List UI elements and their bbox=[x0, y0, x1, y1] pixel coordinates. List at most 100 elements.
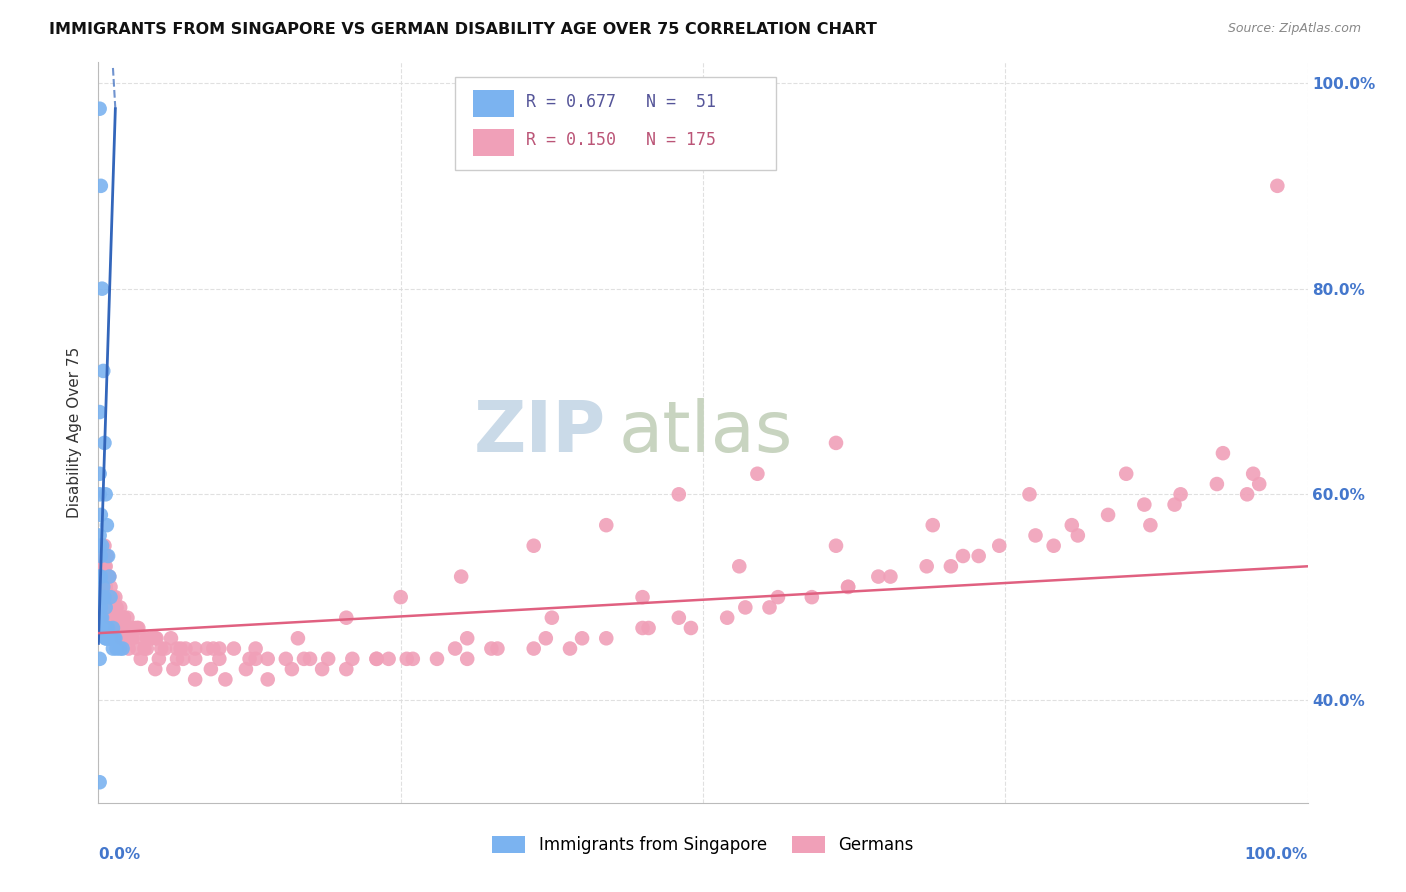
Point bbox=[91, 621, 114, 635]
Point bbox=[377, 652, 399, 666]
Point bbox=[571, 632, 593, 646]
Point bbox=[637, 621, 659, 635]
Point bbox=[105, 641, 128, 656]
Point bbox=[91, 569, 114, 583]
Text: atlas: atlas bbox=[619, 398, 793, 467]
Point bbox=[100, 611, 122, 625]
Point bbox=[342, 652, 364, 666]
Point bbox=[127, 621, 149, 635]
Point bbox=[287, 632, 309, 646]
Point bbox=[89, 539, 111, 553]
Point bbox=[166, 652, 188, 666]
Point bbox=[91, 364, 114, 378]
Point bbox=[101, 621, 124, 635]
Point bbox=[100, 600, 122, 615]
Point bbox=[135, 632, 157, 646]
Point bbox=[98, 590, 121, 604]
Point bbox=[108, 600, 131, 615]
Point bbox=[274, 652, 297, 666]
Point bbox=[127, 641, 149, 656]
Point bbox=[728, 559, 751, 574]
Point bbox=[100, 590, 122, 604]
Point bbox=[825, 539, 848, 553]
Point bbox=[96, 569, 118, 583]
Point bbox=[172, 652, 194, 666]
Point bbox=[1236, 487, 1258, 501]
Point bbox=[91, 539, 114, 553]
Point bbox=[97, 569, 120, 583]
Point bbox=[825, 436, 848, 450]
Point bbox=[299, 652, 322, 666]
Point bbox=[162, 662, 184, 676]
Point bbox=[93, 580, 115, 594]
Point bbox=[93, 590, 115, 604]
Point bbox=[117, 611, 139, 625]
Point bbox=[679, 621, 702, 635]
Point bbox=[94, 580, 117, 594]
Point bbox=[90, 549, 112, 563]
Point bbox=[311, 662, 333, 676]
Point bbox=[90, 590, 112, 604]
Point bbox=[141, 632, 163, 646]
Point bbox=[758, 600, 780, 615]
Point bbox=[93, 436, 115, 450]
Point bbox=[103, 632, 125, 646]
Text: IMMIGRANTS FROM SINGAPORE VS GERMAN DISABILITY AGE OVER 75 CORRELATION CHART: IMMIGRANTS FROM SINGAPORE VS GERMAN DISA… bbox=[49, 22, 877, 37]
Point bbox=[114, 632, 136, 646]
Point bbox=[98, 569, 121, 583]
Point bbox=[97, 632, 120, 646]
Point bbox=[94, 487, 117, 501]
Point bbox=[91, 569, 114, 583]
Point bbox=[101, 611, 124, 625]
Point bbox=[245, 641, 267, 656]
Point bbox=[91, 539, 114, 553]
Point bbox=[366, 652, 388, 666]
Point bbox=[96, 590, 118, 604]
Point bbox=[868, 569, 890, 583]
Point bbox=[1133, 498, 1156, 512]
Point bbox=[89, 528, 111, 542]
Point bbox=[245, 652, 267, 666]
Point bbox=[235, 662, 257, 676]
Point bbox=[90, 569, 112, 583]
Point bbox=[91, 621, 114, 635]
Point bbox=[89, 611, 111, 625]
Point bbox=[101, 590, 124, 604]
Point bbox=[108, 611, 131, 625]
Point bbox=[316, 652, 339, 666]
Point bbox=[1042, 539, 1064, 553]
Point bbox=[90, 508, 112, 522]
Point bbox=[195, 641, 218, 656]
Point bbox=[1249, 477, 1271, 491]
Point bbox=[184, 673, 207, 687]
Point bbox=[486, 641, 509, 656]
Point bbox=[89, 405, 111, 419]
Point bbox=[766, 590, 789, 604]
Point bbox=[631, 621, 654, 635]
Point bbox=[256, 673, 278, 687]
Point bbox=[91, 611, 114, 625]
Point bbox=[107, 611, 129, 625]
Legend: Immigrants from Singapore, Germans: Immigrants from Singapore, Germans bbox=[485, 830, 921, 861]
Point bbox=[112, 611, 135, 625]
Point bbox=[91, 559, 114, 574]
Point bbox=[90, 549, 112, 563]
Point bbox=[747, 467, 769, 481]
Point bbox=[97, 600, 120, 615]
Point bbox=[153, 641, 176, 656]
Point bbox=[200, 662, 222, 676]
Point bbox=[104, 632, 127, 646]
Point bbox=[96, 549, 118, 563]
Point bbox=[90, 611, 112, 625]
Point bbox=[1115, 467, 1137, 481]
Point bbox=[389, 590, 412, 604]
Point bbox=[104, 590, 127, 604]
Point bbox=[967, 549, 990, 563]
Point bbox=[89, 569, 111, 583]
Point bbox=[110, 632, 132, 646]
Point bbox=[426, 652, 449, 666]
Point bbox=[93, 590, 115, 604]
Point bbox=[292, 652, 315, 666]
Point bbox=[1139, 518, 1161, 533]
Point bbox=[91, 569, 114, 583]
